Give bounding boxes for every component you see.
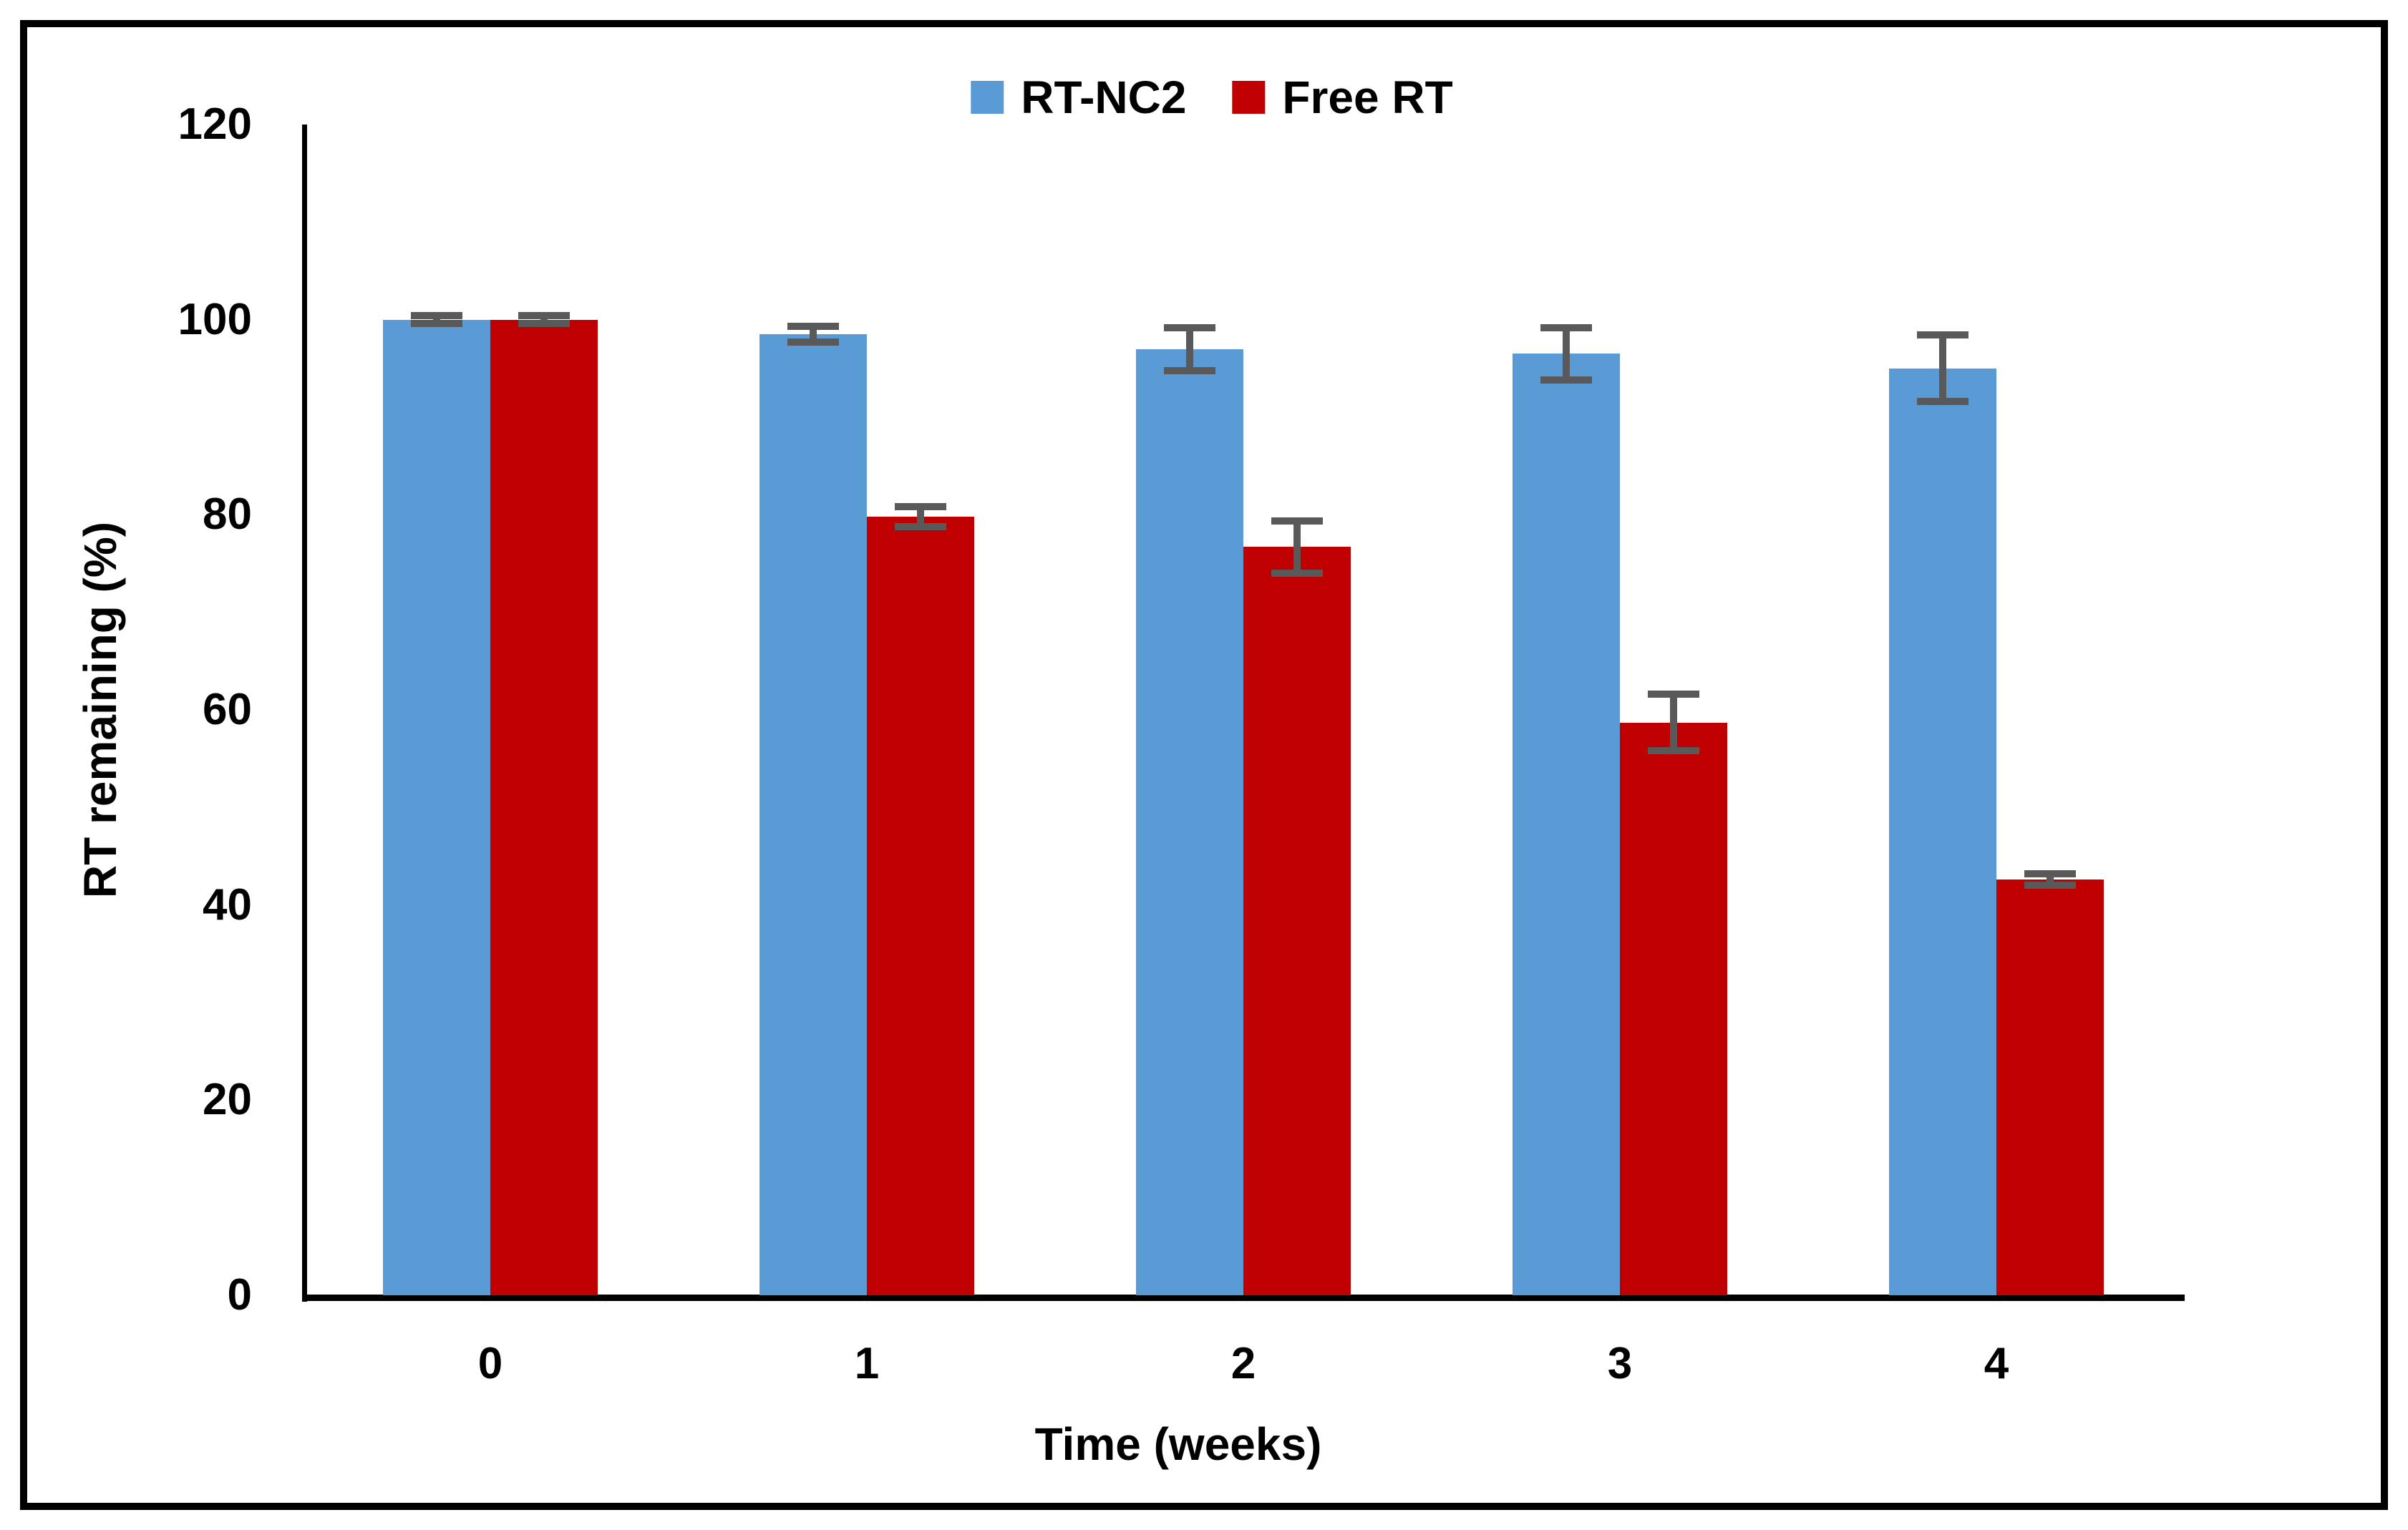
legend-label-rt-nc2: RT-NC2 xyxy=(1021,72,1187,123)
y-tick-label-0: 0 xyxy=(227,1270,252,1320)
legend-swatch-rt-nc2-icon xyxy=(971,81,1004,114)
y-tick-label-40: 40 xyxy=(203,879,252,930)
legend-swatch-free-rt-icon xyxy=(1232,81,1266,114)
error-bar-rt-nc2-week-0 xyxy=(433,316,440,324)
bar-free-rt-week-1 xyxy=(867,517,974,1295)
x-tick-label-0: 0 xyxy=(477,1339,503,1388)
bar-rt-nc2-week-2 xyxy=(1136,349,1243,1295)
error-bar-free-rt-week-4 xyxy=(2047,874,2054,886)
bar-free-rt-week-2 xyxy=(1243,547,1351,1295)
error-bar-rt-nc2-week-3 xyxy=(1563,327,1570,381)
y-tick-label-20: 20 xyxy=(203,1075,252,1125)
x-tick-label-3: 3 xyxy=(1607,1339,1633,1388)
bar-free-rt-week-0 xyxy=(490,319,598,1295)
legend-item-rt-nc2: RT-NC2 xyxy=(971,74,1186,120)
error-bar-free-rt-week-2-bottom-cap xyxy=(1271,570,1323,578)
error-bar-free-rt-week-2-top-cap xyxy=(1271,517,1323,525)
error-bar-free-rt-week-0-bottom-cap xyxy=(518,320,570,328)
bar-rt-nc2-week-0 xyxy=(383,319,490,1295)
x-tick-label-1: 1 xyxy=(854,1339,880,1388)
y-axis-line xyxy=(302,125,307,1302)
legend-item-free-rt: Free RT xyxy=(1232,72,1453,123)
legend-label-free-rt: Free RT xyxy=(1282,72,1453,123)
error-bar-rt-nc2-week-1-bottom-cap xyxy=(787,338,839,346)
error-bar-rt-nc2-week-1 xyxy=(810,326,817,343)
error-bar-rt-nc2-week-2 xyxy=(1186,327,1193,371)
error-bar-rt-nc2-week-4 xyxy=(1939,335,1946,402)
figure-border xyxy=(20,20,2388,1510)
error-bar-rt-nc2-week-2-top-cap xyxy=(1164,323,1215,331)
error-bar-free-rt-week-4-top-cap xyxy=(2024,870,2076,878)
error-bar-free-rt-week-3 xyxy=(1670,694,1677,751)
error-bar-rt-nc2-week-3-bottom-cap xyxy=(1540,376,1592,384)
y-tick-label-120: 120 xyxy=(178,99,252,149)
y-tick-label-80: 80 xyxy=(203,489,252,540)
error-bar-free-rt-week-1-top-cap xyxy=(895,503,946,511)
bar-free-rt-week-3 xyxy=(1620,722,1727,1295)
error-bar-free-rt-week-3-bottom-cap xyxy=(1648,747,1699,755)
legend: RT-NC2 Free RT xyxy=(971,72,1453,123)
error-bar-free-rt-week-1-bottom-cap xyxy=(895,522,946,530)
bar-free-rt-week-4 xyxy=(1996,879,2104,1295)
error-bar-rt-nc2-week-2-bottom-cap xyxy=(1164,366,1215,374)
y-tick-label-60: 60 xyxy=(203,685,252,734)
x-axis-line xyxy=(302,1295,2185,1301)
error-bar-free-rt-week-0-top-cap xyxy=(518,312,570,320)
error-bar-free-rt-week-0 xyxy=(540,316,548,324)
error-bar-rt-nc2-week-4-bottom-cap xyxy=(1917,398,1968,406)
x-tick-label-4: 4 xyxy=(1984,1339,2009,1388)
x-axis-title: Time (weeks) xyxy=(1034,1418,1322,1470)
bar-rt-nc2-week-1 xyxy=(759,334,867,1295)
error-bar-free-rt-week-1 xyxy=(917,507,924,527)
error-bar-rt-nc2-week-1-top-cap xyxy=(787,323,839,331)
error-bar-free-rt-week-3-top-cap xyxy=(1648,691,1699,698)
error-bar-rt-nc2-week-0-top-cap xyxy=(411,312,462,320)
error-bar-free-rt-week-2 xyxy=(1293,520,1301,574)
error-bar-free-rt-week-4-bottom-cap xyxy=(2024,882,2076,890)
error-bar-rt-nc2-week-4-top-cap xyxy=(1917,331,1968,339)
bar-rt-nc2-week-4 xyxy=(1889,368,1996,1295)
error-bar-rt-nc2-week-3-top-cap xyxy=(1540,323,1592,331)
error-bar-rt-nc2-week-0-bottom-cap xyxy=(411,320,462,328)
bar-rt-nc2-week-3 xyxy=(1513,354,1620,1295)
y-tick-label-100: 100 xyxy=(178,294,252,344)
x-tick-label-2: 2 xyxy=(1230,1339,1256,1388)
